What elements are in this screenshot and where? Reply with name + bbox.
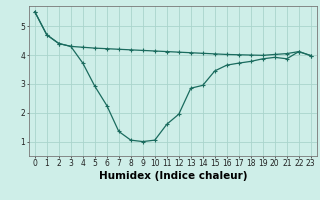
X-axis label: Humidex (Indice chaleur): Humidex (Indice chaleur) <box>99 171 247 181</box>
